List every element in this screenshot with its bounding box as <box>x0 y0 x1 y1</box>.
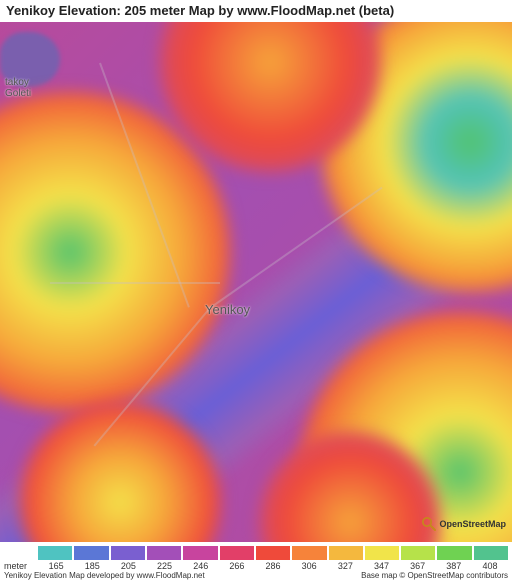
legend-labels: 165185205225246266286306327347367387408 <box>38 561 508 571</box>
legend-swatch <box>329 546 363 560</box>
legend-swatch <box>74 546 108 560</box>
legend: meter 1651852052252462662863063273473673… <box>0 542 512 582</box>
footer-right: Base map © OpenStreetMap contributors <box>361 571 508 580</box>
legend-value: 225 <box>146 561 182 571</box>
legend-value: 387 <box>436 561 472 571</box>
legend-swatch <box>292 546 326 560</box>
legend-swatch <box>147 546 181 560</box>
page-title: Yenikoy Elevation: 205 meter Map by www.… <box>0 0 512 22</box>
legend-value: 185 <box>74 561 110 571</box>
legend-value: 205 <box>110 561 146 571</box>
osm-badge-text: OpenStreetMap <box>439 519 506 529</box>
legend-value: 165 <box>38 561 74 571</box>
legend-value: 367 <box>400 561 436 571</box>
legend-value: 327 <box>327 561 363 571</box>
legend-swatch <box>183 546 217 560</box>
legend-swatch <box>437 546 471 560</box>
osm-badge: OpenStreetMap <box>421 516 506 532</box>
legend-value: 286 <box>255 561 291 571</box>
magnifier-icon <box>421 516 437 532</box>
legend-swatches <box>38 546 508 560</box>
elevation-map: Yenikoy takoy Goleti OpenStreetMap <box>0 22 512 542</box>
elevation-layer <box>0 22 512 542</box>
legend-swatch <box>220 546 254 560</box>
legend-swatch <box>111 546 145 560</box>
legend-value: 246 <box>183 561 219 571</box>
footer-left: Yenikoy Elevation Map developed by www.F… <box>4 571 205 580</box>
legend-value: 408 <box>472 561 508 571</box>
footer: Yenikoy Elevation Map developed by www.F… <box>4 571 508 580</box>
legend-swatch <box>38 546 72 560</box>
legend-value: 306 <box>291 561 327 571</box>
legend-value: 347 <box>363 561 399 571</box>
legend-value: 266 <box>219 561 255 571</box>
legend-swatch <box>256 546 290 560</box>
legend-unit: meter <box>4 561 27 571</box>
legend-swatch <box>365 546 399 560</box>
legend-swatch <box>474 546 508 560</box>
legend-swatch <box>401 546 435 560</box>
